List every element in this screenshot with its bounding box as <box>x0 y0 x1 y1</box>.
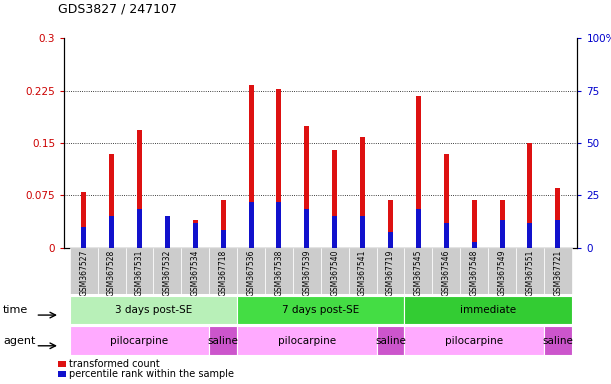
Bar <box>249 202 254 248</box>
Text: GSM367539: GSM367539 <box>302 250 312 296</box>
Bar <box>544 326 572 355</box>
Bar <box>544 248 572 294</box>
Bar <box>500 200 505 248</box>
Text: pilocarpine: pilocarpine <box>445 336 503 346</box>
Text: GSM367540: GSM367540 <box>330 250 339 296</box>
Bar <box>404 248 433 294</box>
Bar <box>81 192 86 248</box>
Bar <box>360 216 365 248</box>
Bar <box>237 296 404 324</box>
Bar <box>137 131 142 248</box>
Bar <box>527 143 533 248</box>
Bar <box>555 220 560 248</box>
Text: saline: saline <box>208 336 238 346</box>
Text: GSM367721: GSM367721 <box>554 250 562 296</box>
Text: GSM367546: GSM367546 <box>442 250 451 296</box>
Bar <box>444 223 449 248</box>
Text: GSM367718: GSM367718 <box>219 250 228 296</box>
Bar <box>221 200 225 248</box>
Bar <box>237 248 265 294</box>
Text: saline: saline <box>543 336 573 346</box>
Bar <box>444 154 449 248</box>
Text: saline: saline <box>375 336 406 346</box>
Bar <box>221 230 225 248</box>
Text: GSM367531: GSM367531 <box>135 250 144 296</box>
Bar <box>137 209 142 248</box>
Bar <box>321 248 349 294</box>
Bar <box>460 248 488 294</box>
Text: GSM367549: GSM367549 <box>497 250 507 296</box>
Bar <box>388 232 393 248</box>
Text: GSM367548: GSM367548 <box>470 250 478 296</box>
Bar <box>332 216 337 248</box>
Bar <box>192 220 198 248</box>
Bar <box>70 326 209 355</box>
Bar <box>293 248 321 294</box>
Bar <box>70 296 237 324</box>
Bar <box>332 150 337 248</box>
Bar <box>209 248 237 294</box>
Bar <box>192 223 198 248</box>
Text: agent: agent <box>3 336 35 346</box>
Text: GSM367527: GSM367527 <box>79 250 88 296</box>
Text: 7 days post-SE: 7 days post-SE <box>282 305 359 315</box>
Bar <box>472 242 477 248</box>
Bar <box>376 248 404 294</box>
Text: GSM367541: GSM367541 <box>358 250 367 296</box>
Text: 3 days post-SE: 3 days post-SE <box>115 305 192 315</box>
Bar <box>276 89 282 248</box>
Text: transformed count: transformed count <box>69 359 160 369</box>
Text: GSM367534: GSM367534 <box>191 250 200 296</box>
Bar <box>488 248 516 294</box>
Bar <box>165 216 170 248</box>
Text: GSM367538: GSM367538 <box>274 250 284 296</box>
Bar <box>472 200 477 248</box>
Bar <box>416 96 421 248</box>
Bar <box>237 326 376 355</box>
Text: pilocarpine: pilocarpine <box>278 336 336 346</box>
Text: time: time <box>3 305 28 315</box>
Bar <box>109 216 114 248</box>
Text: GSM367528: GSM367528 <box>107 250 116 296</box>
Bar <box>276 202 282 248</box>
Bar <box>109 154 114 248</box>
Text: GSM367551: GSM367551 <box>525 250 535 296</box>
Bar <box>404 326 544 355</box>
Text: GSM367532: GSM367532 <box>163 250 172 296</box>
Bar <box>153 248 181 294</box>
Text: GSM367536: GSM367536 <box>247 250 255 296</box>
Bar <box>516 248 544 294</box>
Bar <box>265 248 293 294</box>
Bar <box>388 200 393 248</box>
Bar <box>527 223 533 248</box>
Bar <box>165 220 170 248</box>
Bar <box>249 85 254 248</box>
Bar <box>433 248 460 294</box>
Text: GSM367719: GSM367719 <box>386 250 395 296</box>
Bar <box>125 248 153 294</box>
Bar <box>81 227 86 248</box>
Bar <box>304 126 309 248</box>
Text: immediate: immediate <box>460 305 516 315</box>
Bar <box>209 326 237 355</box>
Bar <box>500 220 505 248</box>
Bar <box>70 248 98 294</box>
Bar <box>376 326 404 355</box>
Text: percentile rank within the sample: percentile rank within the sample <box>69 369 234 379</box>
Bar <box>181 248 209 294</box>
Text: GDS3827 / 247107: GDS3827 / 247107 <box>58 2 177 15</box>
Bar <box>416 209 421 248</box>
Bar <box>404 296 572 324</box>
Text: pilocarpine: pilocarpine <box>111 336 169 346</box>
Bar <box>98 248 125 294</box>
Text: GSM367545: GSM367545 <box>414 250 423 296</box>
Bar <box>304 209 309 248</box>
Bar <box>555 189 560 248</box>
Bar <box>360 137 365 248</box>
Bar <box>349 248 376 294</box>
